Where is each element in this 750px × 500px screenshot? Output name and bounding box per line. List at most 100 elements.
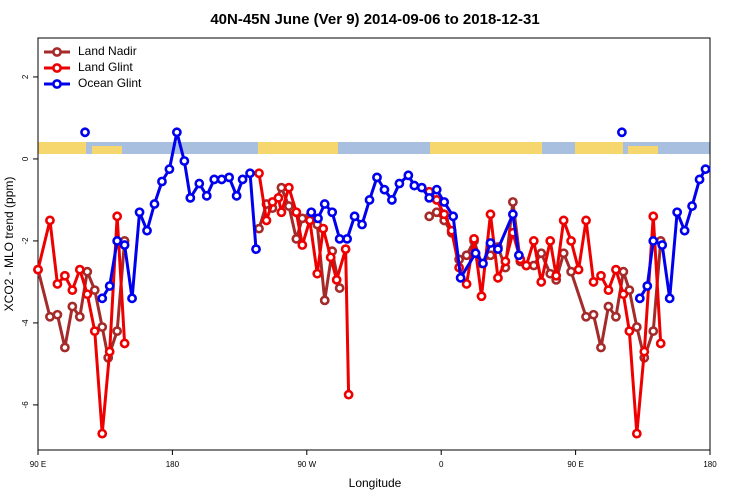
data-point xyxy=(631,428,642,439)
data-point xyxy=(648,326,659,337)
data-point xyxy=(611,311,621,322)
data-point xyxy=(112,211,123,222)
data-point xyxy=(119,338,130,349)
data-point xyxy=(545,236,556,246)
data-point xyxy=(455,272,466,283)
data-point xyxy=(507,209,518,220)
data-point xyxy=(485,209,496,220)
data-point xyxy=(297,213,308,224)
data-point xyxy=(558,248,569,259)
x-tick-label: 180 xyxy=(703,460,717,469)
data-point xyxy=(59,342,70,353)
data-point xyxy=(334,283,345,293)
data-point xyxy=(254,223,264,234)
data-point xyxy=(82,266,93,277)
data-point xyxy=(331,274,342,285)
data-point xyxy=(273,192,284,203)
data-point xyxy=(127,293,137,304)
y-tick-label: -6 xyxy=(21,401,30,409)
data-point xyxy=(291,207,302,218)
data-point xyxy=(276,207,287,218)
data-point xyxy=(416,182,427,193)
data-point xyxy=(349,211,360,222)
plot-frame xyxy=(37,37,711,451)
data-point xyxy=(245,168,255,179)
data-point xyxy=(521,260,532,271)
series xyxy=(33,168,666,439)
y-tick-label: 2 xyxy=(21,74,30,79)
data-point xyxy=(581,215,591,226)
legend-marker xyxy=(52,63,62,73)
legend-label: Land Nadir xyxy=(78,44,137,58)
data-point xyxy=(394,178,405,189)
data-point xyxy=(513,250,524,261)
data-point xyxy=(642,281,653,291)
land-band xyxy=(258,142,338,154)
x-tick-label: 90 E xyxy=(567,460,583,469)
data-point xyxy=(672,207,683,218)
data-point xyxy=(485,238,496,248)
data-point xyxy=(343,389,354,400)
legend-marker xyxy=(52,79,62,89)
data-point xyxy=(648,236,659,246)
y-tick-label: -4 xyxy=(21,319,30,327)
data-point xyxy=(89,285,100,296)
data-point xyxy=(74,264,85,275)
land-band xyxy=(575,142,623,154)
x-tick-label: 90 E xyxy=(30,460,46,469)
data-point xyxy=(700,164,711,175)
land-mask-strip xyxy=(38,142,710,154)
data-point xyxy=(596,342,606,353)
data-point xyxy=(493,244,503,255)
data-point xyxy=(319,295,330,306)
data-point xyxy=(507,197,518,207)
data-point xyxy=(276,182,287,193)
data-point xyxy=(33,264,43,275)
data-point xyxy=(157,176,167,187)
data-point xyxy=(387,195,397,205)
legend-label: Land Glint xyxy=(78,60,133,74)
data-point xyxy=(251,244,261,255)
data-point xyxy=(318,223,329,234)
data-point xyxy=(164,164,175,175)
data-point xyxy=(528,236,539,246)
data-point xyxy=(431,184,442,195)
data-point xyxy=(470,248,481,259)
data-point xyxy=(573,264,584,275)
data-point xyxy=(112,326,123,337)
data-point xyxy=(283,201,294,211)
data-point xyxy=(67,285,78,296)
data-point xyxy=(237,174,248,185)
data-point xyxy=(687,201,697,211)
data-point xyxy=(694,174,705,185)
data-point xyxy=(231,190,242,201)
data-point xyxy=(409,180,420,191)
data-point xyxy=(424,211,435,222)
data-point xyxy=(439,209,450,220)
data-point xyxy=(469,233,479,244)
data-point xyxy=(403,170,414,181)
data-point xyxy=(596,270,606,281)
data-point xyxy=(313,213,323,224)
data-point xyxy=(142,225,152,236)
data-point xyxy=(588,277,599,287)
x-tick-label: 180 xyxy=(166,460,180,469)
data-point xyxy=(648,211,659,222)
data-point xyxy=(536,248,547,259)
data-point xyxy=(334,233,345,244)
data-point xyxy=(618,266,629,277)
data-point xyxy=(379,184,390,195)
data-point xyxy=(224,172,235,183)
data-point xyxy=(254,168,264,179)
land-band xyxy=(38,142,86,154)
data-point xyxy=(104,346,115,357)
data-point xyxy=(194,178,205,189)
data-point xyxy=(431,195,442,205)
data-point xyxy=(119,240,130,250)
land-band xyxy=(430,142,542,154)
data-point xyxy=(45,311,55,322)
data-point xyxy=(74,311,85,322)
data-point xyxy=(97,293,108,304)
data-point xyxy=(80,127,90,138)
